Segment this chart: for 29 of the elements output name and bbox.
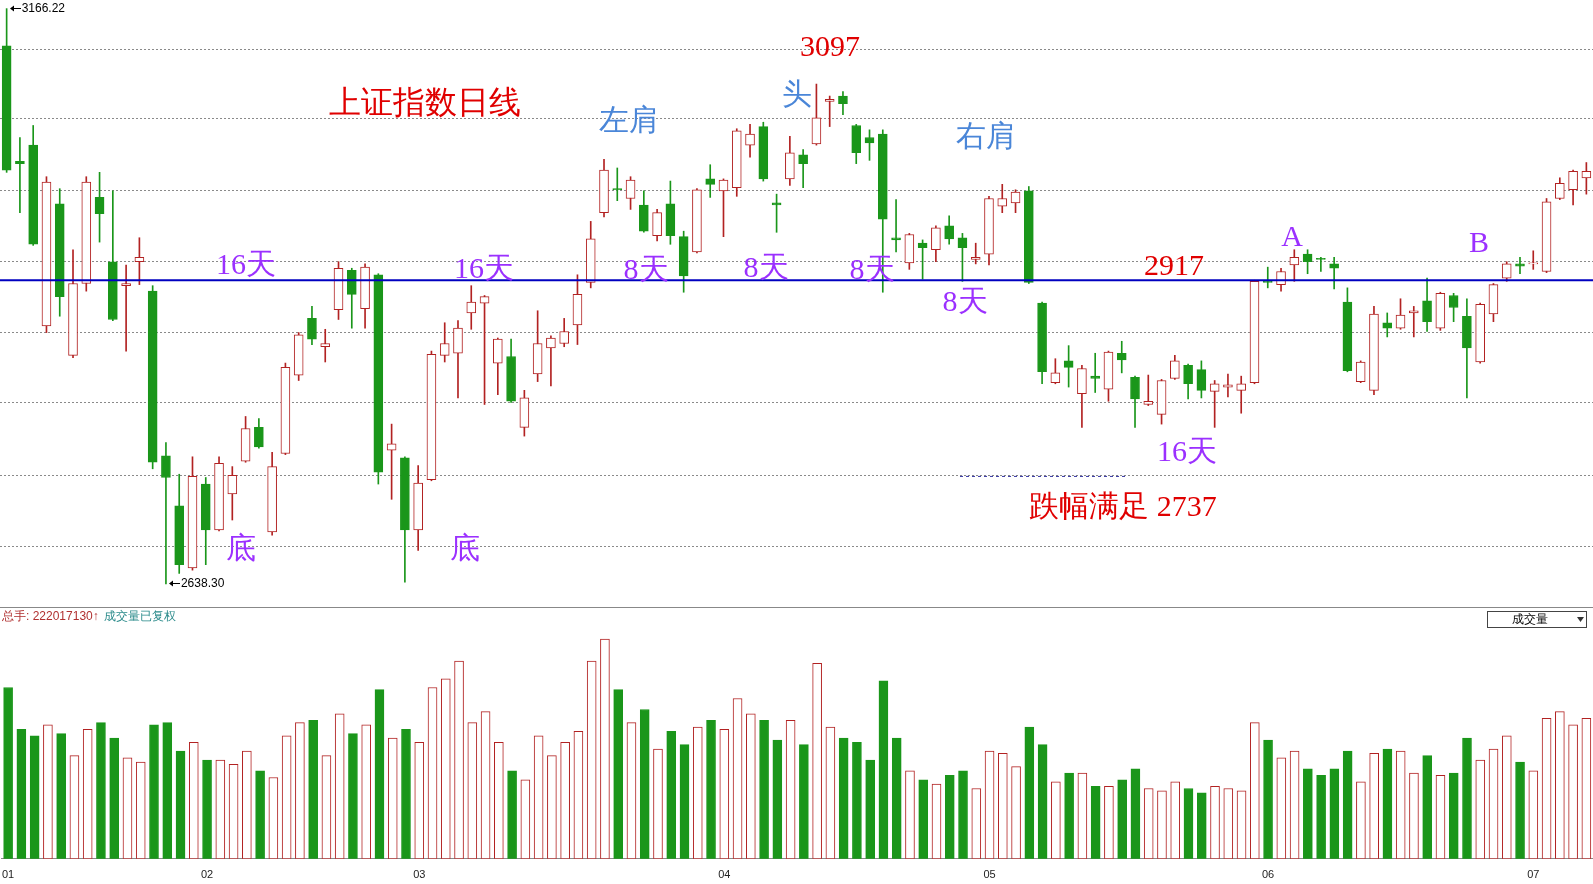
annotation: 8天 (743, 249, 789, 283)
annotation: 底 (226, 530, 256, 564)
annotation: 16天 (454, 250, 514, 284)
annotation: 16天 (1157, 433, 1217, 467)
annotation: A (1281, 218, 1304, 252)
text: 成交量已复权 (104, 609, 176, 624)
x-tick-label: 06 (1261, 868, 1275, 881)
annotation: B (1468, 224, 1490, 258)
text: 上证指数日线 (329, 84, 521, 121)
x-tick-label: 03 (413, 868, 426, 881)
text: 总手: 222017130↑ (1, 609, 99, 624)
x-tick-label: 02 (200, 868, 214, 881)
annotation: 头 (782, 76, 812, 110)
annotation: 8天 (942, 283, 988, 317)
ref-line-label: 跌幅满足 2737 (1029, 488, 1217, 522)
annotation: 3097 (800, 28, 860, 62)
x-tick-label: 07 (1527, 868, 1540, 881)
annotation: 底 (450, 530, 480, 564)
annotation: 8天 (623, 251, 669, 285)
annotation: 2638.30 (180, 576, 225, 591)
x-tick-label: 01 (1, 868, 15, 881)
annotation: 16天 (216, 246, 276, 280)
ref-line-label: 2917 (1144, 247, 1204, 281)
annotation: 3166.22 (21, 0, 66, 15)
dropdown: 成交量 (1487, 611, 1587, 628)
x-tick-label: 04 (718, 868, 731, 881)
x-tick-label: 05 (983, 868, 996, 881)
annotation: 右肩 (956, 118, 1016, 152)
annotation: 左肩 (599, 102, 659, 136)
